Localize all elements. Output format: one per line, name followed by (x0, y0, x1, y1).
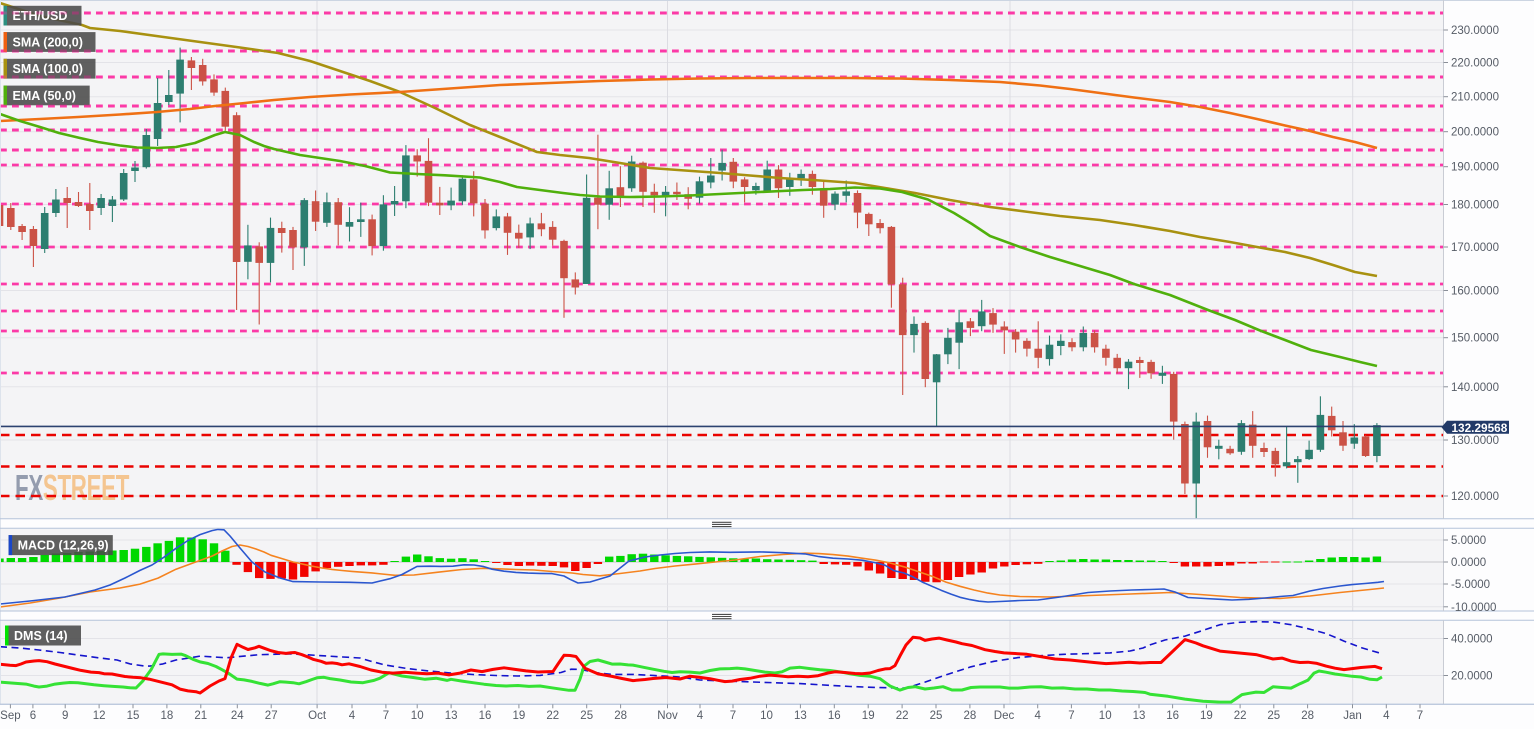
svg-text:140.0000: 140.0000 (1451, 382, 1499, 394)
svg-text:21: 21 (194, 710, 207, 722)
svg-text:Dec: Dec (994, 710, 1015, 722)
svg-text:SMA (200,0): SMA (200,0) (13, 36, 83, 50)
svg-text:20.0000: 20.0000 (1451, 671, 1493, 683)
svg-text:-5.0000: -5.0000 (1451, 579, 1490, 591)
svg-text:25: 25 (930, 710, 943, 722)
svg-text:180.0000: 180.0000 (1451, 200, 1499, 212)
svg-text:Oct: Oct (308, 710, 327, 722)
svg-text:28: 28 (964, 710, 977, 722)
svg-text:15: 15 (127, 710, 140, 722)
svg-text:22: 22 (546, 710, 559, 722)
svg-text:5.0000: 5.0000 (1451, 535, 1486, 547)
svg-text:Jan: Jan (1343, 710, 1362, 722)
svg-text:7: 7 (730, 710, 736, 722)
svg-text:27: 27 (265, 710, 278, 722)
svg-text:4: 4 (697, 710, 704, 722)
svg-text:160.0000: 160.0000 (1451, 286, 1499, 298)
svg-text:ETH/USD: ETH/USD (13, 9, 68, 23)
svg-text:10: 10 (411, 710, 424, 722)
svg-text:16: 16 (479, 710, 492, 722)
svg-text:Nov: Nov (657, 710, 678, 722)
svg-text:7: 7 (1068, 710, 1074, 722)
svg-text:4: 4 (1034, 710, 1041, 722)
svg-text:EMA (50,0): EMA (50,0) (13, 89, 76, 103)
svg-text:18: 18 (161, 710, 174, 722)
svg-text:13: 13 (794, 710, 807, 722)
svg-text:10: 10 (760, 710, 773, 722)
svg-text:25: 25 (1267, 710, 1280, 722)
svg-text:16: 16 (828, 710, 841, 722)
svg-text:FXSTREET: FXSTREET (15, 469, 129, 509)
svg-text:230.0000: 230.0000 (1451, 25, 1499, 37)
svg-text:Sep: Sep (0, 710, 20, 722)
svg-text:132.29568: 132.29568 (1452, 421, 1508, 435)
svg-text:4: 4 (1383, 710, 1390, 722)
svg-text:19: 19 (1200, 710, 1213, 722)
svg-text:9: 9 (62, 710, 68, 722)
svg-text:170.0000: 170.0000 (1451, 242, 1499, 254)
svg-text:28: 28 (1301, 710, 1314, 722)
svg-text:120.0000: 120.0000 (1451, 491, 1499, 503)
svg-text:6: 6 (30, 710, 36, 722)
svg-text:SMA (100,0): SMA (100,0) (13, 62, 83, 76)
svg-text:25: 25 (580, 710, 593, 722)
svg-text:150.0000: 150.0000 (1451, 333, 1499, 345)
svg-text:DMS (14): DMS (14) (14, 629, 67, 643)
svg-text:-10.0000: -10.0000 (1451, 602, 1496, 614)
svg-text:12: 12 (93, 710, 106, 722)
svg-text:24: 24 (231, 710, 244, 722)
svg-text:MACD (12,26,9): MACD (12,26,9) (18, 539, 109, 553)
svg-text:40.0000: 40.0000 (1451, 634, 1493, 646)
svg-text:7: 7 (1417, 710, 1423, 722)
svg-text:7: 7 (383, 710, 389, 722)
svg-text:210.0000: 210.0000 (1451, 92, 1499, 104)
svg-text:13: 13 (445, 710, 458, 722)
svg-text:19: 19 (862, 710, 875, 722)
svg-text:16: 16 (1166, 710, 1179, 722)
svg-text:19: 19 (513, 710, 526, 722)
svg-text:4: 4 (349, 710, 356, 722)
svg-text:190.0000: 190.0000 (1451, 162, 1499, 174)
svg-text:220.0000: 220.0000 (1451, 58, 1499, 70)
svg-text:22: 22 (896, 710, 909, 722)
svg-text:200.0000: 200.0000 (1451, 127, 1499, 139)
svg-text:28: 28 (614, 710, 627, 722)
svg-text:13: 13 (1133, 710, 1146, 722)
svg-text:130.0000: 130.0000 (1451, 435, 1499, 447)
svg-text:22: 22 (1234, 710, 1247, 722)
svg-text:0.0000: 0.0000 (1451, 557, 1486, 569)
svg-text:10: 10 (1099, 710, 1112, 722)
